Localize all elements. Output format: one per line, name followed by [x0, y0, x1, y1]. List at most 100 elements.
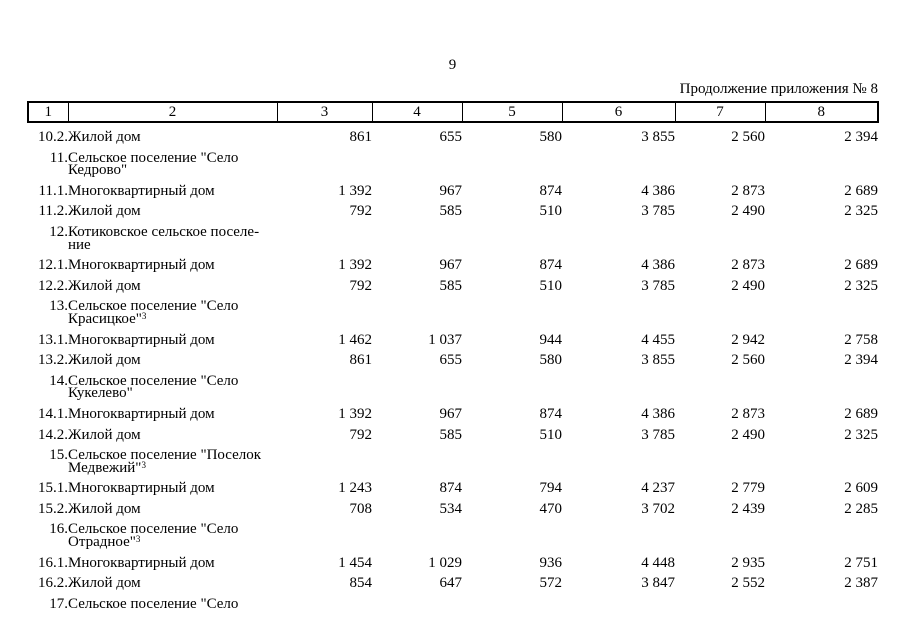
value-cell	[277, 441, 372, 474]
value-cell	[765, 218, 878, 251]
value-cell: 794	[539, 480, 563, 497]
table-row: 11. Сельское поселение "Село Кедрово"	[28, 144, 878, 178]
value-cell: 1 462	[338, 331, 372, 348]
column-header-1: 1	[27, 101, 69, 123]
row-label-text: Многоквартирный дом	[68, 480, 215, 497]
value-cell	[765, 292, 878, 325]
value-cell: 1 454	[338, 554, 372, 571]
row-number-cell: 14.2.	[38, 426, 68, 443]
value-cell: 2 560	[731, 129, 765, 145]
value-cell	[675, 218, 765, 251]
table-row: 12. Котиковское сельское поселе- ние	[28, 218, 878, 253]
column-header-5: 5	[461, 101, 563, 123]
value-cell: 874	[539, 405, 563, 422]
value-cell: 874	[539, 182, 563, 199]
value-cell: 2 325	[844, 426, 878, 443]
row-label-text: Сельское поселение "Село Красицкое"	[68, 298, 239, 327]
value-cell: 3 847	[641, 575, 675, 592]
value-cell: 792	[349, 426, 373, 443]
value-cell	[675, 144, 765, 177]
value-cell	[765, 441, 878, 474]
value-cell: 4 448	[641, 554, 675, 571]
value-cell: 647	[439, 575, 463, 592]
value-cell: 2 689	[844, 405, 878, 422]
page-number: 9	[448, 57, 457, 73]
value-cell: 510	[539, 426, 563, 443]
value-cell	[562, 218, 675, 251]
value-cell: 861	[349, 352, 373, 369]
value-cell: 3 855	[641, 352, 675, 369]
value-cell: 572	[539, 575, 563, 592]
value-cell: 4 386	[641, 182, 675, 199]
value-cell: 2 609	[844, 480, 878, 497]
value-cell: 967	[439, 182, 463, 199]
value-cell: 1 243	[338, 480, 372, 497]
value-cell: 2 394	[844, 129, 878, 145]
row-label-cell: Сельское поселение "Село Кедрово"	[68, 144, 277, 177]
table-row: 17. Сельское поселение "Село	[28, 590, 878, 611]
row-label-cell: Сельское поселение "Село Кукелево"	[68, 367, 277, 400]
value-cell: 2 552	[731, 575, 765, 592]
row-label-cell: Жилой дом	[68, 346, 277, 368]
value-cell: 2 758	[844, 331, 878, 348]
row-number-cell: 11.2.	[38, 203, 68, 220]
row-number-cell: 12.2.	[38, 277, 68, 294]
row-label-text: Сельское поселение "Село Кедрово"	[68, 149, 239, 179]
table-row: 12.1. Многоквартирный дом 1 392 967 874 4 386…	[28, 251, 878, 274]
value-cell: 2 689	[844, 182, 878, 199]
value-cell	[562, 144, 675, 177]
value-cell	[277, 367, 372, 400]
value-cell: 1 392	[338, 257, 372, 274]
row-label-cell: Жилой дом	[68, 421, 277, 442]
value-cell: 861	[349, 129, 373, 145]
value-cell: 2 935	[731, 554, 765, 571]
table-row: 16.2. Жилой дом 854 647 572 3 847 2 552 2 387	[28, 569, 878, 592]
value-cell	[562, 590, 675, 611]
row-label-text: Котиковское сельское поселе- ние	[68, 223, 260, 253]
value-cell: 470	[539, 500, 563, 517]
value-cell: 585	[439, 203, 463, 220]
value-cell: 2 873	[731, 405, 765, 422]
value-cell	[675, 515, 765, 548]
continuation-caption: Продолжение приложения № 8	[679, 81, 878, 97]
value-cell	[675, 292, 765, 325]
value-cell	[277, 218, 372, 251]
value-cell: 580	[539, 352, 563, 369]
value-cell: 4 455	[641, 331, 675, 348]
table-row: 14. Сельское поселение "Село Кукелево"	[28, 367, 878, 401]
value-cell: 1 392	[338, 405, 372, 422]
value-cell	[462, 367, 562, 400]
row-label-text: Сельское поселение "Село Отрадное"	[68, 521, 239, 551]
row-label-text: Жилой дом	[68, 129, 141, 145]
value-cell: 874	[439, 480, 463, 497]
table-row: 13. Сельское поселение "Село Красицкое"3	[28, 292, 878, 327]
footnote-superscript: 3	[135, 534, 141, 545]
value-cell	[562, 441, 675, 474]
row-label-cell: Жилой дом	[68, 495, 277, 516]
table-row: 16.1. Многоквартирный дом 1 454 1 029 936 4 4…	[28, 549, 878, 570]
row-number-cell: 16.2.	[38, 575, 68, 592]
footnote-superscript: 3	[141, 459, 146, 470]
value-cell: 874	[539, 257, 563, 274]
table-row: 15. Сельское поселение "Поселок Медвежий"…	[28, 441, 878, 476]
value-cell	[277, 292, 372, 325]
value-cell: 967	[439, 257, 463, 274]
row-number-cell: 11.	[49, 149, 68, 166]
table-row: 12.2. Жилой дом 792 585 510 3 785 2 490 2 325	[28, 272, 878, 293]
row-label-text: Многоквартирный дом	[68, 257, 215, 274]
value-cell: 2 560	[731, 352, 765, 369]
value-cell: 2 490	[731, 203, 765, 220]
table-row: 13.1. Многоквартирный дом 1 462 1 037 944 4 4…	[28, 326, 878, 347]
value-cell: 2 325	[844, 277, 878, 294]
row-number-cell: 13.2.	[38, 352, 68, 369]
value-cell: 2 751	[844, 554, 878, 571]
value-cell: 534	[439, 500, 463, 517]
value-cell	[675, 367, 765, 400]
value-cell: 936	[539, 554, 563, 571]
column-header-4: 4	[371, 101, 463, 123]
row-label-text: Жилой дом	[68, 575, 141, 592]
table-row: 15.2. Жилой дом 708 534 470 3 702 2 439 2 285	[28, 495, 878, 516]
row-number-cell: 12.	[49, 223, 68, 240]
value-cell	[562, 367, 675, 400]
